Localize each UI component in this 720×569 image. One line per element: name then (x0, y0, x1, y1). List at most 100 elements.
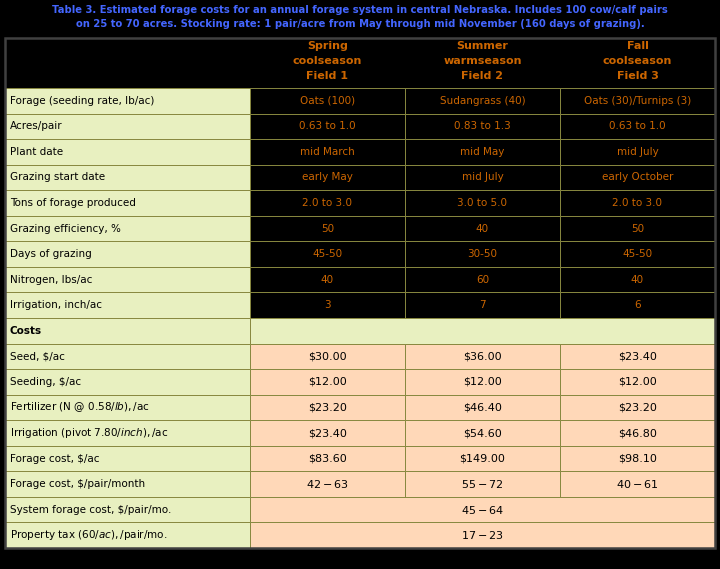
Text: $36.00: $36.00 (463, 351, 502, 361)
Text: $17 - $23: $17 - $23 (461, 529, 504, 541)
Bar (5, 420, 250, 446)
Bar (560, 267, 715, 292)
Text: $45 - $64: $45 - $64 (461, 504, 504, 516)
Bar (5, 446, 250, 471)
Bar (250, 292, 405, 318)
Bar (560, 164, 715, 190)
Text: $42 - $63: $42 - $63 (306, 478, 349, 490)
Text: $23.40: $23.40 (308, 428, 347, 438)
Text: Fertilizer (N @ $0.58/lb), $/ac: Fertilizer (N @ $0.58/lb), $/ac (10, 401, 150, 414)
Text: Fall: Fall (626, 41, 649, 51)
Bar (405, 446, 560, 471)
Bar (5, 267, 250, 292)
Bar (250, 395, 405, 420)
Text: Grazing start date: Grazing start date (10, 172, 105, 183)
Bar (5, 164, 250, 190)
Text: System forage cost, $/pair/mo.: System forage cost, $/pair/mo. (10, 505, 171, 515)
Text: Acres/pair: Acres/pair (10, 121, 63, 131)
Bar (250, 446, 405, 471)
Text: 7: 7 (480, 300, 486, 310)
Text: $83.60: $83.60 (308, 453, 347, 464)
Bar (405, 164, 560, 190)
Text: Summer: Summer (456, 41, 508, 51)
Text: $23.20: $23.20 (618, 402, 657, 413)
Text: Grazing efficiency, %: Grazing efficiency, % (10, 224, 121, 233)
Text: mid July: mid July (462, 172, 503, 183)
Bar (5, 241, 250, 267)
Bar (250, 267, 405, 292)
Text: $12.00: $12.00 (463, 377, 502, 387)
Text: Property tax ($60/ac), $/pair/mo.: Property tax ($60/ac), $/pair/mo. (10, 528, 168, 542)
Text: early October: early October (602, 172, 673, 183)
Text: $23.20: $23.20 (308, 402, 347, 413)
Bar (250, 88, 405, 114)
Text: $55- $72: $55- $72 (461, 478, 504, 490)
Bar (560, 369, 715, 395)
Bar (405, 395, 560, 420)
Text: mid March: mid March (300, 147, 355, 157)
Bar (5, 318, 250, 344)
Bar (5, 292, 250, 318)
Text: 45-50: 45-50 (622, 249, 652, 259)
Bar (405, 369, 560, 395)
Text: 0.63 to 1.0: 0.63 to 1.0 (609, 121, 666, 131)
Text: Field 2: Field 2 (462, 71, 503, 81)
Text: Field 3: Field 3 (616, 71, 658, 81)
Text: 40: 40 (631, 275, 644, 284)
Text: 60: 60 (476, 275, 489, 284)
Text: $54.60: $54.60 (463, 428, 502, 438)
Bar (560, 216, 715, 241)
Bar (405, 114, 560, 139)
Bar (250, 471, 405, 497)
Text: $46.80: $46.80 (618, 428, 657, 438)
Bar (405, 139, 560, 164)
Bar (405, 216, 560, 241)
Text: $23.40: $23.40 (618, 351, 657, 361)
Bar (560, 395, 715, 420)
Bar (250, 114, 405, 139)
Bar (250, 190, 405, 216)
Bar (405, 420, 560, 446)
Text: 40: 40 (321, 275, 334, 284)
Text: Plant date: Plant date (10, 147, 63, 157)
Bar (5, 114, 250, 139)
Bar (5, 38, 715, 88)
Text: $40 - $61: $40 - $61 (616, 478, 659, 490)
Bar (560, 88, 715, 114)
Bar (0, 0, 720, 38)
Text: mid July: mid July (616, 147, 658, 157)
Bar (250, 369, 405, 395)
Bar (560, 139, 715, 164)
Bar (5, 369, 250, 395)
Bar (560, 114, 715, 139)
Bar (560, 190, 715, 216)
Bar (250, 344, 405, 369)
Text: Oats (30)/Turnips (3): Oats (30)/Turnips (3) (584, 96, 691, 106)
Bar (5, 216, 250, 241)
Text: 50: 50 (321, 224, 334, 233)
Text: 40: 40 (476, 224, 489, 233)
Text: $12.00: $12.00 (618, 377, 657, 387)
Text: Days of grazing: Days of grazing (10, 249, 91, 259)
Text: 0.83 to 1.3: 0.83 to 1.3 (454, 121, 511, 131)
Text: Irrigation, inch/ac: Irrigation, inch/ac (10, 300, 102, 310)
Text: mid May: mid May (460, 147, 505, 157)
Text: $46.40: $46.40 (463, 402, 502, 413)
Bar (250, 216, 405, 241)
Text: 2.0 to 3.0: 2.0 to 3.0 (613, 198, 662, 208)
Text: $149.00: $149.00 (459, 453, 505, 464)
Text: Seeding, $/ac: Seeding, $/ac (10, 377, 81, 387)
Text: Sudangrass (40): Sudangrass (40) (440, 96, 526, 106)
Bar (560, 446, 715, 471)
Bar (405, 267, 560, 292)
Bar (250, 139, 405, 164)
Bar (405, 344, 560, 369)
Text: 0.63 to 1.0: 0.63 to 1.0 (299, 121, 356, 131)
Bar (5, 497, 250, 522)
Text: coolseason: coolseason (293, 56, 362, 66)
Bar (405, 292, 560, 318)
Text: 50: 50 (631, 224, 644, 233)
Bar (5, 522, 250, 548)
Bar (5, 471, 250, 497)
Bar (5, 139, 250, 164)
